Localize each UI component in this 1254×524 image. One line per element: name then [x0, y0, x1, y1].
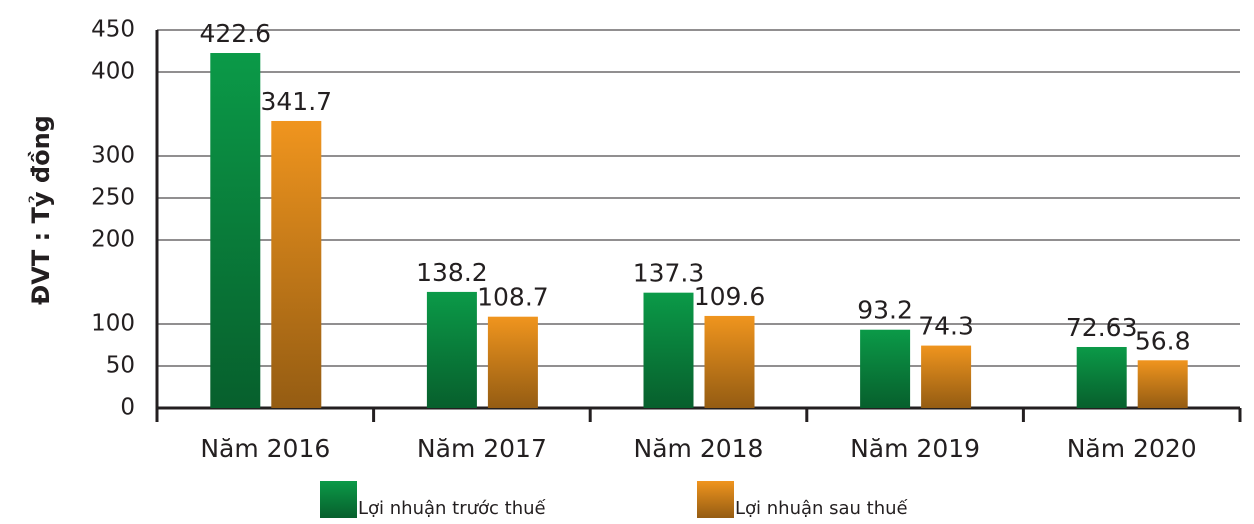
bar — [271, 120, 322, 409]
y-tick-label: 100 — [91, 311, 135, 337]
y-tick-label: 50 — [106, 353, 135, 379]
y-tick-label: 0 — [120, 395, 135, 421]
y-tick-label: 450 — [91, 17, 135, 43]
legend-swatch — [697, 481, 734, 518]
data-label: 56.8 — [1135, 326, 1191, 355]
y-tick-label: 400 — [91, 59, 135, 85]
data-label: 138.2 — [416, 258, 488, 287]
bar — [921, 345, 972, 408]
data-label: 109.6 — [694, 282, 766, 311]
x-tick-label: Năm 2019 — [850, 434, 980, 463]
y-tick-label: 200 — [91, 227, 135, 253]
data-label: 74.3 — [918, 312, 974, 341]
legend-label: Lợi nhuận sau thuế — [735, 498, 909, 519]
data-label: 108.7 — [477, 283, 549, 312]
legend-swatch — [320, 481, 357, 518]
bar — [643, 292, 694, 408]
x-tick-label: Năm 2016 — [200, 434, 330, 463]
y-tick-label: 300 — [91, 143, 135, 169]
data-label: 93.2 — [857, 296, 913, 325]
y-axis-title: ĐVT : Tỷ đồng — [27, 115, 55, 305]
bar — [1076, 346, 1127, 408]
data-label: 341.7 — [261, 87, 333, 116]
data-label: 137.3 — [633, 259, 705, 288]
bar — [704, 315, 755, 408]
data-label: 72.63 — [1066, 313, 1138, 342]
y-tick-label: 250 — [91, 185, 135, 211]
x-tick-label: Năm 2020 — [1067, 434, 1197, 463]
bar — [860, 329, 911, 408]
bar — [426, 291, 477, 408]
data-label: 422.6 — [200, 19, 272, 48]
bar — [210, 53, 261, 409]
bar — [1137, 360, 1188, 408]
x-tick-label: Năm 2018 — [634, 434, 764, 463]
x-tick-label: Năm 2017 — [417, 434, 547, 463]
legend-label: Lợi nhuận trước thuế — [358, 498, 547, 519]
bar — [487, 316, 538, 408]
